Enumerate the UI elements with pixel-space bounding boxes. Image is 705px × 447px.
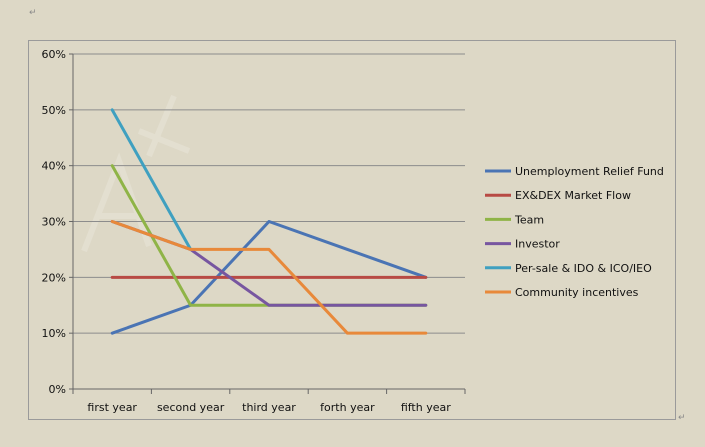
y-tick-label: 30%	[42, 216, 66, 229]
axis-layer: 0% 10% 20% 30% 40% 50% 60% first year second yea…	[42, 48, 466, 414]
legend-label-1: EX&DEX Market Flow	[515, 189, 631, 202]
x-tick-label: third year	[242, 401, 296, 414]
legend-label-3: Investor	[515, 238, 560, 251]
line-chart: 0% 10% 20% 30% 40% 50% 60% first year second yea…	[42, 48, 664, 414]
paragraph-mark-top: ↵	[29, 8, 37, 18]
legend-label-2: Team	[514, 213, 544, 226]
legend-label-5: Community incentives	[515, 286, 639, 299]
x-tick-label: first year	[87, 401, 137, 414]
legend-label-4: Per-sale & IDO & ICO/IEO	[515, 262, 652, 275]
y-tick-label: 50%	[42, 104, 66, 117]
legend-label-0: Unemployment Relief Fund	[515, 165, 664, 178]
legend: Unemployment Relief Fund EX&DEX Market Fl…	[485, 165, 664, 299]
watermark	[81, 94, 191, 253]
y-tick-label: 40%	[42, 160, 66, 173]
y-tick-label: 0%	[49, 383, 66, 396]
x-tick-label: forth year	[320, 401, 375, 414]
series-line-2	[110, 164, 428, 307]
chart-area: 0% 10% 20% 30% 40% 50% 60% first year second yea…	[28, 40, 676, 420]
y-tick-label: 10%	[42, 327, 66, 340]
series-line-0	[110, 220, 428, 335]
series-line-4	[110, 108, 193, 251]
x-tick-label: second year	[157, 401, 225, 414]
series-line-3	[110, 220, 428, 307]
x-tick-label: fifth year	[401, 401, 451, 414]
series-layer	[110, 108, 428, 335]
y-tick-label: 60%	[42, 48, 66, 61]
series-line-5	[110, 220, 428, 335]
y-tick-label: 20%	[42, 271, 66, 284]
paragraph-mark-bottom: ↵	[678, 413, 686, 423]
